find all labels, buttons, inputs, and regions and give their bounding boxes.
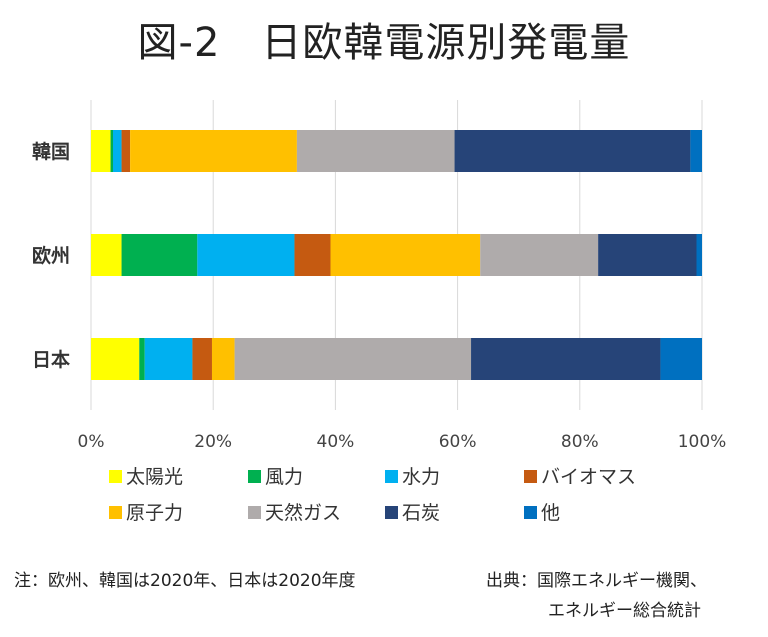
bar-segment	[121, 234, 198, 276]
legend-label: 天然ガス	[265, 502, 341, 524]
x-tick-label: 0%	[78, 432, 105, 452]
source-line-2: エネルギー総合統計	[548, 601, 701, 621]
category-label: 韓国	[32, 140, 70, 163]
bar-segment	[690, 130, 702, 172]
bar-segment	[110, 130, 113, 172]
legend-item: バイオマス	[524, 466, 636, 488]
bar-segment	[139, 338, 145, 380]
legend-swatch	[109, 506, 122, 519]
legend-label: 太陽光	[126, 466, 183, 488]
footnote: 注：欧州、韓国は2020年、日本は2020年度	[14, 571, 356, 591]
bar-segment	[211, 338, 235, 380]
category-label: 欧州	[32, 244, 70, 267]
x-tick-label: 40%	[317, 432, 355, 452]
bar-segment	[144, 338, 193, 380]
legend-label: バイオマス	[541, 466, 636, 488]
legend-label: 風力	[265, 466, 303, 488]
bar-segment	[454, 130, 691, 172]
bar-segment	[296, 130, 455, 172]
bar-segment	[197, 234, 295, 276]
x-tick-labels: 0% 20% 40% 60% 80% 100%	[78, 432, 727, 452]
legend-label: 他	[541, 502, 560, 524]
legend-item: 他	[524, 502, 560, 524]
legend-swatch	[248, 470, 261, 483]
legend-swatch	[109, 470, 122, 483]
bar-segment	[234, 338, 472, 380]
legend-item: 天然ガス	[248, 502, 341, 524]
bar-segment	[130, 130, 297, 172]
legend-swatch	[385, 506, 398, 519]
chart-title: 図-2 日欧韓電源別発電量	[137, 20, 631, 66]
x-tick-label: 80%	[561, 432, 599, 452]
legend-swatch	[524, 506, 537, 519]
bar-segment	[696, 234, 702, 276]
bar-segment	[330, 234, 481, 276]
bar-segment	[598, 234, 697, 276]
legend-label: 石炭	[402, 502, 440, 524]
legend-swatch	[385, 470, 398, 483]
legend-item: 水力	[385, 466, 440, 488]
legend-item: 風力	[248, 466, 303, 488]
source-line-1: 出典：国際エネルギー機関、	[486, 571, 707, 591]
bar-segment	[471, 338, 661, 380]
legend-swatch	[524, 470, 537, 483]
legend-item: 原子力	[109, 502, 183, 524]
bar-segment	[121, 130, 131, 172]
bar-segment	[660, 338, 702, 380]
legend-item: 太陽光	[109, 466, 183, 488]
bar-segment	[91, 338, 140, 380]
legend-item: 石炭	[385, 502, 440, 524]
legend-swatch	[248, 506, 261, 519]
x-tick-label: 60%	[439, 432, 477, 452]
bar-segment	[192, 338, 212, 380]
bar-segment	[480, 234, 599, 276]
legend-label: 原子力	[126, 502, 183, 524]
legend-label: 水力	[402, 466, 440, 488]
bar-segment	[91, 234, 122, 276]
category-label: 日本	[32, 348, 70, 371]
x-tick-label: 100%	[678, 432, 727, 452]
x-tick-label: 20%	[194, 432, 232, 452]
bar-segment	[294, 234, 331, 276]
bar-segment	[112, 130, 122, 172]
bar-segment	[91, 130, 111, 172]
bars	[91, 130, 702, 380]
